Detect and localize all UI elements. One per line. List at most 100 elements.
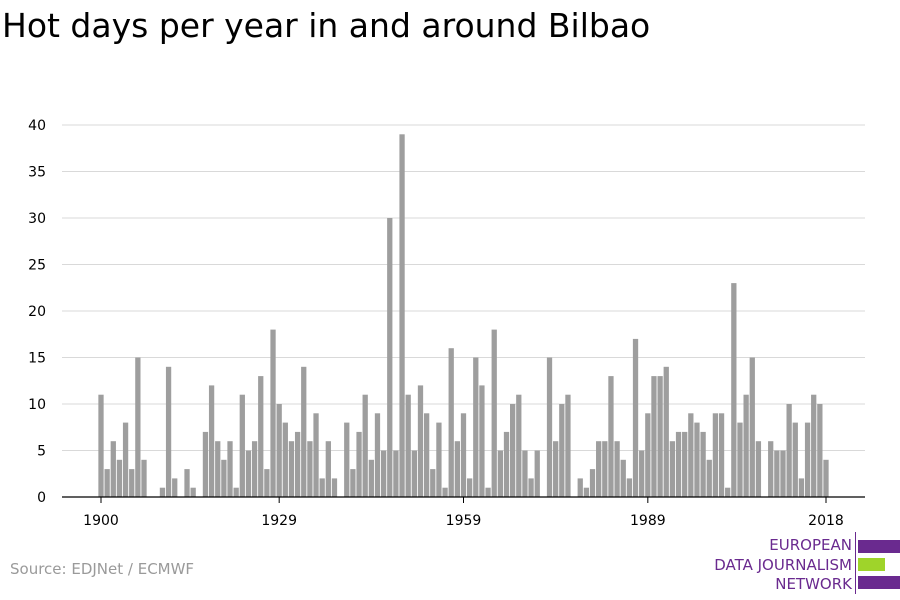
bar-1917	[202, 431, 209, 497]
bar-2016	[811, 394, 817, 497]
bar-2012	[786, 404, 792, 497]
x-tick-label-1929: 1929	[261, 513, 297, 529]
bar-1944	[368, 459, 374, 497]
bar-1945	[374, 413, 381, 497]
bar-2009	[768, 441, 774, 497]
bar-1900	[98, 394, 104, 497]
logo-bar-green	[858, 558, 885, 571]
y-tick-label-0: 0	[37, 490, 46, 506]
bar-2004	[737, 422, 743, 497]
bar-1932	[294, 431, 301, 497]
bar-1989	[645, 413, 651, 497]
source-note: Source: EDJNet / ECMWF	[10, 560, 195, 578]
y-tick-label-25: 25	[28, 258, 46, 274]
bar-1986	[626, 478, 633, 497]
bar-1931	[288, 441, 295, 497]
bar-1926	[258, 376, 264, 497]
bar-1980	[589, 469, 596, 497]
bar-1927	[264, 469, 270, 497]
logo-divider	[855, 532, 856, 594]
bar-1973	[546, 357, 553, 497]
bar-1984	[614, 441, 620, 497]
bar-1970	[528, 478, 534, 497]
bar-1961	[473, 357, 479, 497]
bar-1960	[467, 478, 473, 497]
bar-1955	[436, 422, 442, 497]
bar-1956	[442, 487, 448, 497]
bar-1978	[577, 478, 583, 497]
logo-line-3: NETWORK	[775, 575, 852, 593]
edjnet-logo: EUROPEAN DATA JOURNALISM NETWORK	[700, 532, 900, 594]
bar-2017	[817, 404, 823, 497]
bar-1911	[165, 366, 172, 497]
bar-2018	[823, 459, 829, 497]
bar-1990	[651, 376, 657, 497]
bar-1958	[454, 441, 460, 497]
bar-1930	[282, 422, 288, 497]
bar-2000	[712, 413, 719, 497]
bar-1999	[706, 459, 712, 497]
logo-line-2: DATA JOURNALISM	[714, 556, 852, 574]
bar-1940	[344, 422, 350, 497]
bar-1905	[129, 469, 135, 497]
bar-1920	[221, 459, 227, 497]
y-tick-label-10: 10	[28, 397, 46, 413]
bar-1904	[122, 422, 129, 497]
bar-1937	[325, 441, 331, 497]
y-tick-label-35: 35	[28, 165, 46, 181]
bar-2002	[725, 487, 731, 497]
bar-1971	[534, 450, 540, 497]
bar-1910	[159, 487, 166, 497]
bar-1919	[215, 441, 221, 497]
bar-1922	[233, 487, 239, 497]
bar-1985	[620, 459, 626, 497]
bar-1952	[417, 385, 424, 497]
bar-1901	[104, 469, 110, 497]
bar-2005	[743, 394, 749, 497]
bar-1903	[116, 459, 123, 497]
bar-1968	[516, 394, 522, 497]
y-tick-label-15: 15	[28, 351, 46, 367]
bar-1906	[135, 357, 141, 497]
logo-line-1: EUROPEAN	[769, 536, 852, 554]
bar-1991	[657, 376, 663, 497]
bar-1947	[387, 218, 393, 497]
x-tick-label-1900: 1900	[83, 513, 119, 529]
bars	[98, 134, 829, 498]
bar-1950	[405, 394, 411, 497]
bar-1914	[184, 469, 190, 497]
bar-2015	[804, 422, 811, 497]
x-tick-label-2018: 2018	[808, 513, 844, 529]
bar-1962	[479, 385, 485, 497]
bar-1912	[172, 478, 178, 497]
x-tick-label-1989: 1989	[630, 513, 666, 529]
logo-bar-purple-top	[858, 540, 900, 553]
bar-1982	[602, 441, 608, 497]
bar-1964	[491, 329, 497, 497]
bar-1997	[694, 422, 700, 497]
bar-1929	[276, 404, 282, 497]
bar-1954	[430, 469, 436, 497]
bar-1959	[460, 413, 467, 497]
bar-1998	[700, 431, 706, 497]
y-tick-label-20: 20	[28, 304, 46, 320]
bar-1976	[565, 394, 571, 497]
bar-1981	[596, 441, 602, 497]
bar-2014	[798, 478, 805, 497]
bar-2007	[755, 441, 762, 497]
logo-bar-purple-bottom	[858, 576, 900, 589]
bar-1946	[380, 450, 387, 497]
bar-1923	[239, 394, 245, 497]
bar-1996	[688, 413, 694, 497]
bar-1987	[632, 338, 639, 497]
bar-1941	[350, 469, 356, 497]
bar-1994	[675, 431, 682, 497]
bar-1967	[510, 404, 516, 497]
bar-1965	[497, 450, 503, 497]
bar-1907	[141, 459, 147, 497]
bar-1915	[190, 487, 196, 497]
gridlines	[62, 124, 865, 451]
bar-1975	[559, 404, 565, 497]
bar-1935	[313, 413, 319, 497]
bar-1938	[331, 478, 338, 497]
